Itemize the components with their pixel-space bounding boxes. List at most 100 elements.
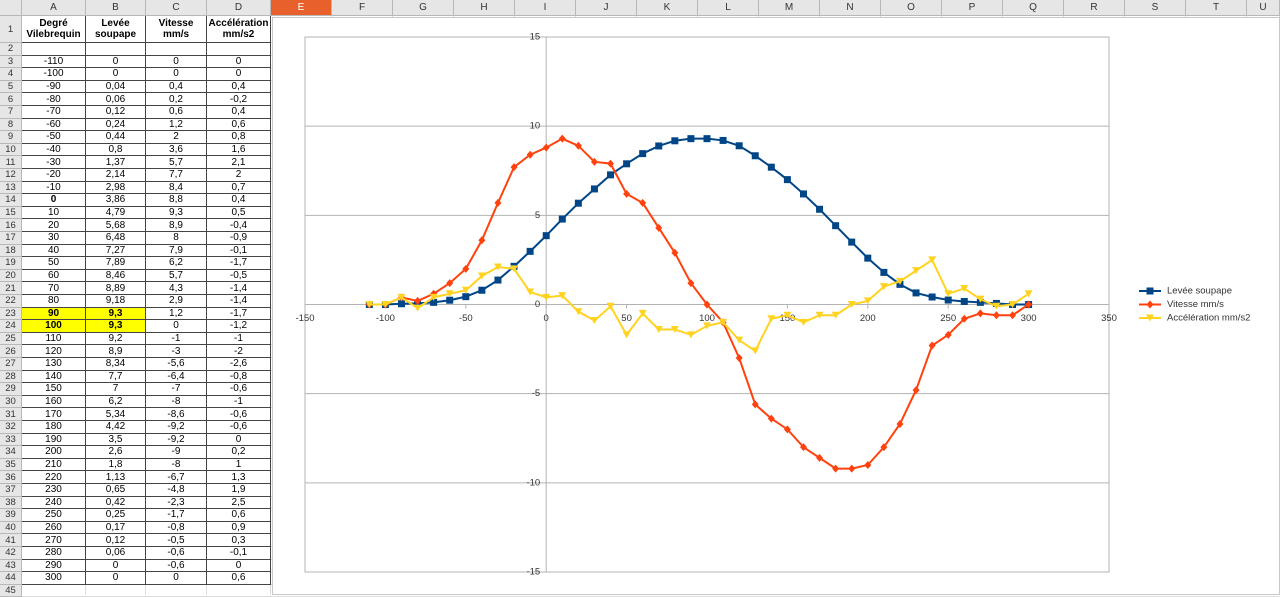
- cell[interactable]: -1,7: [207, 307, 271, 321]
- row-header[interactable]: 24: [0, 320, 22, 333]
- row-header[interactable]: 25: [0, 332, 22, 346]
- cell[interactable]: 0: [207, 559, 271, 573]
- cell[interactable]: -1,7: [146, 509, 207, 522]
- cell[interactable]: [207, 43, 271, 56]
- cell[interactable]: 260: [22, 521, 86, 535]
- cell[interactable]: 90: [22, 307, 86, 321]
- cell[interactable]: 9,3: [146, 206, 207, 220]
- cell[interactable]: 7,9: [146, 244, 207, 258]
- cell[interactable]: -0,8: [207, 370, 271, 384]
- header-cell[interactable]: Vitesse mm/s: [146, 16, 207, 43]
- cell[interactable]: -1,2: [207, 320, 271, 333]
- cell[interactable]: 0: [86, 68, 146, 81]
- cell[interactable]: 10: [22, 206, 86, 220]
- cell[interactable]: -1: [207, 395, 271, 409]
- cell[interactable]: 2,6: [86, 446, 146, 459]
- cell[interactable]: 0,4: [146, 80, 207, 94]
- column-header[interactable]: Q: [1003, 0, 1064, 16]
- row-header[interactable]: 8: [0, 118, 22, 132]
- cell[interactable]: -110: [22, 55, 86, 69]
- cell[interactable]: [86, 43, 146, 56]
- row-header[interactable]: 31: [0, 408, 22, 421]
- cell[interactable]: 0,04: [86, 80, 146, 94]
- row-header[interactable]: 45: [0, 584, 22, 597]
- cell[interactable]: 0,42: [86, 496, 146, 510]
- row-header[interactable]: 36: [0, 471, 22, 484]
- cell[interactable]: 0,6: [207, 509, 271, 522]
- cell[interactable]: -0,6: [146, 559, 207, 573]
- cell[interactable]: -9,2: [146, 433, 207, 447]
- cell[interactable]: 0,65: [86, 484, 146, 497]
- cell[interactable]: 2,14: [86, 169, 146, 182]
- row-header[interactable]: 14: [0, 194, 22, 207]
- column-header[interactable]: C: [146, 0, 207, 16]
- cell[interactable]: -0,1: [207, 244, 271, 258]
- cell[interactable]: 140: [22, 370, 86, 384]
- cell[interactable]: 0,4: [207, 106, 271, 119]
- cell[interactable]: 0,9: [207, 521, 271, 535]
- cell[interactable]: 8: [146, 232, 207, 245]
- row-header[interactable]: 44: [0, 572, 22, 585]
- cell[interactable]: 0: [146, 572, 207, 585]
- cell[interactable]: 5,68: [86, 219, 146, 232]
- cell[interactable]: 3,86: [86, 194, 146, 207]
- cell[interactable]: 80: [22, 295, 86, 308]
- cell[interactable]: -100: [22, 68, 86, 81]
- cell[interactable]: 0,06: [86, 547, 146, 560]
- cell[interactable]: [146, 43, 207, 56]
- cell[interactable]: 0: [146, 55, 207, 69]
- cell[interactable]: -1,4: [207, 282, 271, 295]
- column-header[interactable]: N: [820, 0, 881, 16]
- cell[interactable]: 2: [146, 131, 207, 144]
- column-header[interactable]: I: [515, 0, 576, 16]
- cell[interactable]: 4,79: [86, 206, 146, 220]
- cell[interactable]: 120: [22, 345, 86, 358]
- cell[interactable]: 0,17: [86, 521, 146, 535]
- cell[interactable]: 0: [22, 194, 86, 207]
- cell[interactable]: -0,2: [207, 93, 271, 106]
- column-header[interactable]: G: [393, 0, 454, 16]
- cell[interactable]: 8,8: [146, 194, 207, 207]
- cell[interactable]: 60: [22, 269, 86, 283]
- cell[interactable]: 280: [22, 547, 86, 560]
- row-header[interactable]: 10: [0, 143, 22, 157]
- cell[interactable]: 1,37: [86, 156, 146, 169]
- cell[interactable]: 0,06: [86, 93, 146, 106]
- cell[interactable]: 6,48: [86, 232, 146, 245]
- cell[interactable]: 30: [22, 232, 86, 245]
- column-header[interactable]: K: [637, 0, 698, 16]
- cell[interactable]: -90: [22, 80, 86, 94]
- cell[interactable]: 110: [22, 332, 86, 346]
- cell[interactable]: 5,7: [146, 156, 207, 169]
- cell[interactable]: 8,34: [86, 358, 146, 371]
- cell[interactable]: -0,9: [207, 232, 271, 245]
- row-header[interactable]: 41: [0, 534, 22, 547]
- cell[interactable]: 2: [207, 169, 271, 182]
- cell[interactable]: 6,2: [146, 257, 207, 270]
- cell[interactable]: 130: [22, 358, 86, 371]
- cell[interactable]: 5,7: [146, 269, 207, 283]
- cell[interactable]: 9,3: [86, 320, 146, 333]
- cell[interactable]: 1: [207, 458, 271, 472]
- cell[interactable]: -0,6: [207, 408, 271, 421]
- row-header[interactable]: 4: [0, 68, 22, 81]
- row-header[interactable]: 12: [0, 169, 22, 182]
- cell[interactable]: -0,5: [207, 269, 271, 283]
- row-header[interactable]: 39: [0, 509, 22, 522]
- cell[interactable]: -5,6: [146, 358, 207, 371]
- cell[interactable]: 2,5: [207, 496, 271, 510]
- column-header[interactable]: F: [332, 0, 393, 16]
- cell[interactable]: 0: [146, 68, 207, 81]
- cell[interactable]: 1,9: [207, 484, 271, 497]
- cell[interactable]: -30: [22, 156, 86, 169]
- cell[interactable]: 170: [22, 408, 86, 421]
- cell[interactable]: 1,2: [146, 118, 207, 132]
- cell[interactable]: -1,4: [207, 295, 271, 308]
- cell[interactable]: 5,34: [86, 408, 146, 421]
- cell[interactable]: -20: [22, 169, 86, 182]
- cell[interactable]: 0,25: [86, 509, 146, 522]
- cell[interactable]: 200: [22, 446, 86, 459]
- row-header[interactable]: 29: [0, 383, 22, 396]
- chart[interactable]: -15-10-5051015-150-100-50050100150200250…: [272, 17, 1280, 595]
- cell[interactable]: 0,12: [86, 534, 146, 547]
